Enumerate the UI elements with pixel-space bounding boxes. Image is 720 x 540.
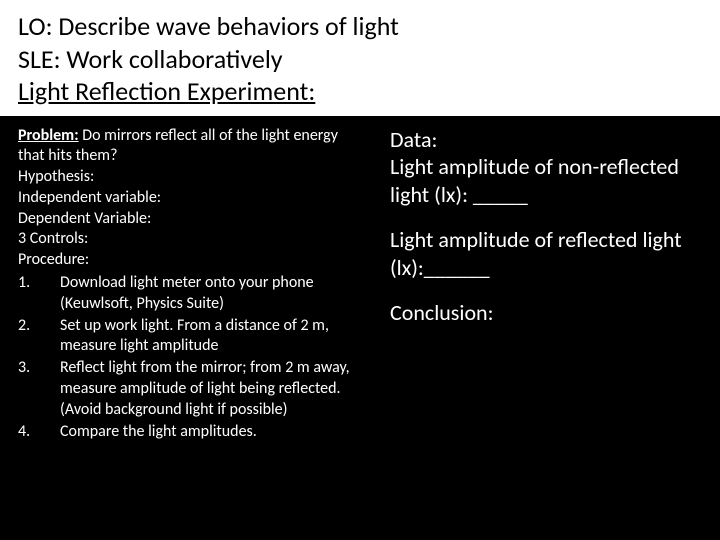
data-block: Data: Light amplitude of non-reflected l… — [390, 126, 702, 209]
sle-line: SLE: Work collaboratively — [18, 43, 702, 76]
problem-row: Problem: Do mirrors reflect all of the l… — [18, 126, 366, 168]
procedure-list: 1. Download light meter onto your phone … — [18, 273, 366, 442]
procedure-step: 4. Compare the light amplitudes. — [18, 422, 366, 443]
reflected-block: Light amplitude of reflected light (lx):… — [390, 226, 702, 281]
procedure-step: 2. Set up work light. From a distance of… — [18, 316, 366, 358]
experiment-title: Light Reflection Experiment: — [18, 75, 702, 108]
step-number: 4. — [18, 422, 60, 443]
procedure-step: 3. Reflect light from the mirror; from 2… — [18, 358, 366, 420]
conclusion-block: Conclusion: — [390, 299, 702, 327]
step-text: Compare the light amplitudes. — [60, 422, 366, 443]
procedure-step: 1. Download light meter onto your phone … — [18, 273, 366, 315]
data-label: Data: — [390, 126, 702, 154]
step-number: 3. — [18, 358, 60, 420]
step-text: Download light meter onto your phone (Ke… — [60, 273, 366, 315]
step-text: Set up work light. From a distance of 2 … — [60, 316, 366, 358]
dependent-variable-label: Dependent Variable: — [18, 209, 366, 230]
independent-variable-label: Independent variable: — [18, 188, 366, 209]
step-text: Reflect light from the mirror; from 2 m … — [60, 358, 366, 420]
step-number: 1. — [18, 273, 60, 315]
hypothesis-label: Hypothesis: — [18, 167, 366, 188]
lo-line: LO: Describe wave behaviors of light — [18, 10, 702, 43]
content-area: Problem: Do mirrors reflect all of the l… — [0, 116, 720, 444]
step-number: 2. — [18, 316, 60, 358]
controls-label: 3 Controls: — [18, 229, 366, 250]
nonreflected-line: Light amplitude of non-reflected light (… — [390, 153, 702, 208]
right-column: Data: Light amplitude of non-reflected l… — [390, 126, 702, 444]
problem-label: Problem: — [18, 126, 79, 145]
left-column: Problem: Do mirrors reflect all of the l… — [18, 126, 366, 444]
reflected-line: Light amplitude of reflected light (lx):… — [390, 226, 702, 281]
header-box: LO: Describe wave behaviors of light SLE… — [0, 0, 720, 116]
procedure-label: Procedure: — [18, 250, 366, 271]
conclusion-label: Conclusion: — [390, 299, 702, 327]
